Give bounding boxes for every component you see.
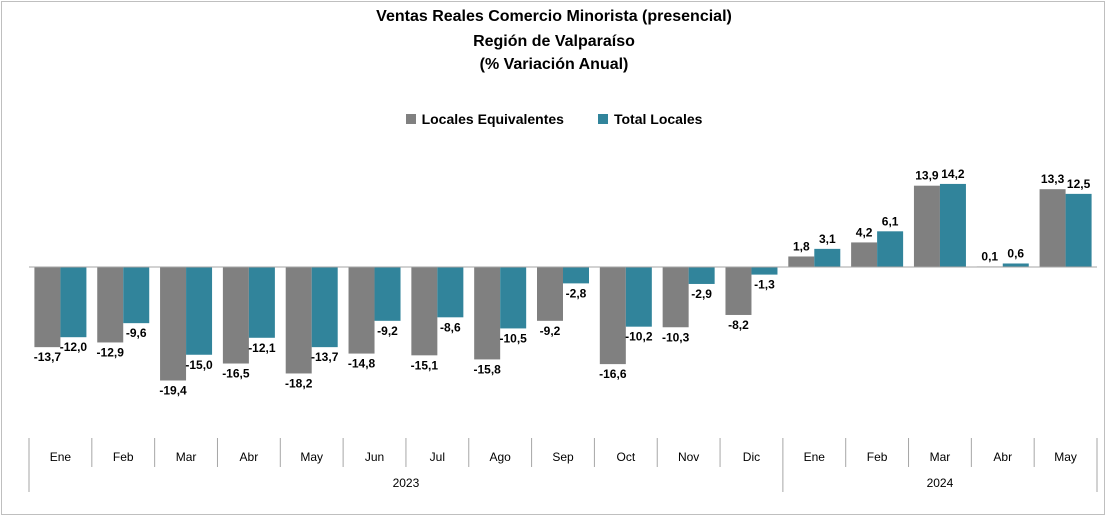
bar-series-1 bbox=[285, 267, 312, 374]
data-label-series-1: -12,9 bbox=[97, 345, 125, 359]
legend-label-series-1: Locales Equivalentes bbox=[421, 111, 564, 127]
bar-series-1 bbox=[788, 256, 815, 267]
bar-series-1 bbox=[222, 267, 249, 364]
bar-series-2 bbox=[248, 267, 275, 338]
bar-series-1 bbox=[913, 185, 940, 267]
bar-series-1 bbox=[725, 267, 752, 315]
chart-title-line-3: (% Variación Anual) bbox=[479, 56, 629, 73]
data-label-series-2: -12,1 bbox=[248, 341, 276, 355]
bar-series-1 bbox=[537, 267, 563, 321]
data-label-series-2: -8,6 bbox=[440, 320, 461, 334]
bar-series-1 bbox=[348, 267, 375, 354]
legend-swatch-series-2 bbox=[597, 114, 608, 124]
category-label: Jun bbox=[365, 450, 384, 464]
bar-series-2 bbox=[939, 183, 966, 267]
data-label-series-2: -10,2 bbox=[625, 330, 653, 344]
data-label-series-1: -15,1 bbox=[411, 358, 439, 372]
data-label-series-2: -13,7 bbox=[311, 350, 339, 364]
category-label: Oct bbox=[616, 450, 635, 464]
data-label-series-1: 1,8 bbox=[793, 239, 810, 253]
data-label-series-2: -10,5 bbox=[499, 331, 527, 345]
bar-series-2 bbox=[311, 267, 338, 348]
data-label-series-1: -10,3 bbox=[662, 330, 690, 344]
bar-series-2 bbox=[374, 267, 401, 321]
category-label: Abr bbox=[240, 450, 259, 464]
data-label-series-1: -18,2 bbox=[285, 376, 313, 390]
category-label: Ene bbox=[804, 450, 826, 464]
category-label: Jul bbox=[430, 450, 445, 464]
bar-series-1 bbox=[160, 267, 187, 381]
category-label: Nov bbox=[678, 450, 699, 464]
category-label: May bbox=[300, 450, 323, 464]
bar-series-2 bbox=[563, 267, 589, 284]
data-label-series-1: 13,3 bbox=[1041, 172, 1065, 186]
bar-series-1 bbox=[851, 242, 878, 267]
legend-label-series-2: Total Locales bbox=[613, 111, 703, 127]
data-label-series-2: -9,2 bbox=[377, 324, 398, 338]
bar-series-2 bbox=[877, 231, 904, 267]
data-label-series-1: -8,2 bbox=[728, 318, 749, 332]
data-label-series-2: -15,0 bbox=[185, 358, 213, 372]
bar-series-2 bbox=[437, 267, 464, 318]
legend-item-series-2: Total Locales bbox=[597, 111, 703, 127]
data-label-series-2: -12,0 bbox=[60, 340, 88, 354]
bar-series-2 bbox=[814, 248, 841, 267]
data-label-series-2: 12,5 bbox=[1067, 177, 1091, 191]
data-label-series-2: 6,1 bbox=[882, 214, 899, 228]
data-label-series-1: -16,6 bbox=[599, 367, 627, 381]
bar-series-2 bbox=[60, 267, 87, 338]
data-label-series-2: -1,3 bbox=[754, 278, 775, 292]
bar-series-1 bbox=[34, 267, 61, 348]
category-label: Abr bbox=[993, 450, 1012, 464]
bar-series-1 bbox=[662, 267, 689, 328]
data-label-series-1: -19,4 bbox=[159, 383, 187, 397]
legend-item-series-1: Locales Equivalentes bbox=[405, 111, 564, 127]
bar-series-1 bbox=[411, 267, 438, 356]
chart-title-line-1: Ventas Reales Comercio Minorista (presen… bbox=[376, 8, 732, 25]
category-label: Mar bbox=[930, 450, 951, 464]
chart-legend: Locales Equivalentes Total Locales bbox=[0, 111, 1108, 127]
data-label-series-1: -14,8 bbox=[348, 357, 376, 371]
group-label: 2023 bbox=[393, 476, 420, 490]
data-label-series-1: 13,9 bbox=[915, 169, 939, 183]
bar-series-2 bbox=[1065, 193, 1092, 267]
data-label-series-2: 3,1 bbox=[819, 232, 836, 246]
bar-series-1 bbox=[1039, 189, 1066, 267]
data-label-series-2: 0,6 bbox=[1007, 246, 1024, 260]
legend-swatch-series-1 bbox=[405, 114, 416, 124]
category-label: Ago bbox=[489, 450, 511, 464]
bar-series-2 bbox=[751, 267, 778, 275]
data-label-series-1: -15,8 bbox=[473, 362, 501, 376]
category-label: May bbox=[1054, 450, 1077, 464]
data-label-series-1: -13,7 bbox=[34, 350, 62, 364]
data-label-series-2: -2,8 bbox=[566, 286, 587, 300]
bar-series-2 bbox=[625, 267, 652, 327]
data-label-series-2: -9,6 bbox=[126, 326, 147, 340]
bar-series-2 bbox=[186, 267, 213, 355]
bar-series-2 bbox=[123, 267, 150, 324]
category-label: Feb bbox=[113, 450, 134, 464]
data-label-series-1: 0,1 bbox=[981, 249, 998, 263]
category-label: Dic bbox=[743, 450, 760, 464]
bar-series-2 bbox=[688, 267, 715, 284]
bar-series-2 bbox=[1002, 263, 1029, 267]
data-label-series-1: -16,5 bbox=[222, 367, 250, 381]
data-label-series-2: -2,9 bbox=[691, 287, 712, 301]
group-label: 2024 bbox=[927, 476, 954, 490]
bar-series-1 bbox=[599, 267, 626, 365]
category-label: Sep bbox=[552, 450, 574, 464]
category-label: Feb bbox=[867, 450, 888, 464]
category-label: Ene bbox=[50, 450, 72, 464]
category-label: Mar bbox=[176, 450, 197, 464]
bar-series-2 bbox=[500, 267, 527, 329]
bar-series-1 bbox=[474, 267, 501, 360]
data-label-series-1: 4,2 bbox=[856, 225, 873, 239]
chart-title-line-2: Región de Valparaíso bbox=[473, 33, 635, 50]
data-label-series-2: 14,2 bbox=[941, 167, 965, 181]
bar-series-1 bbox=[97, 267, 124, 343]
data-label-series-1: -9,2 bbox=[540, 324, 561, 338]
